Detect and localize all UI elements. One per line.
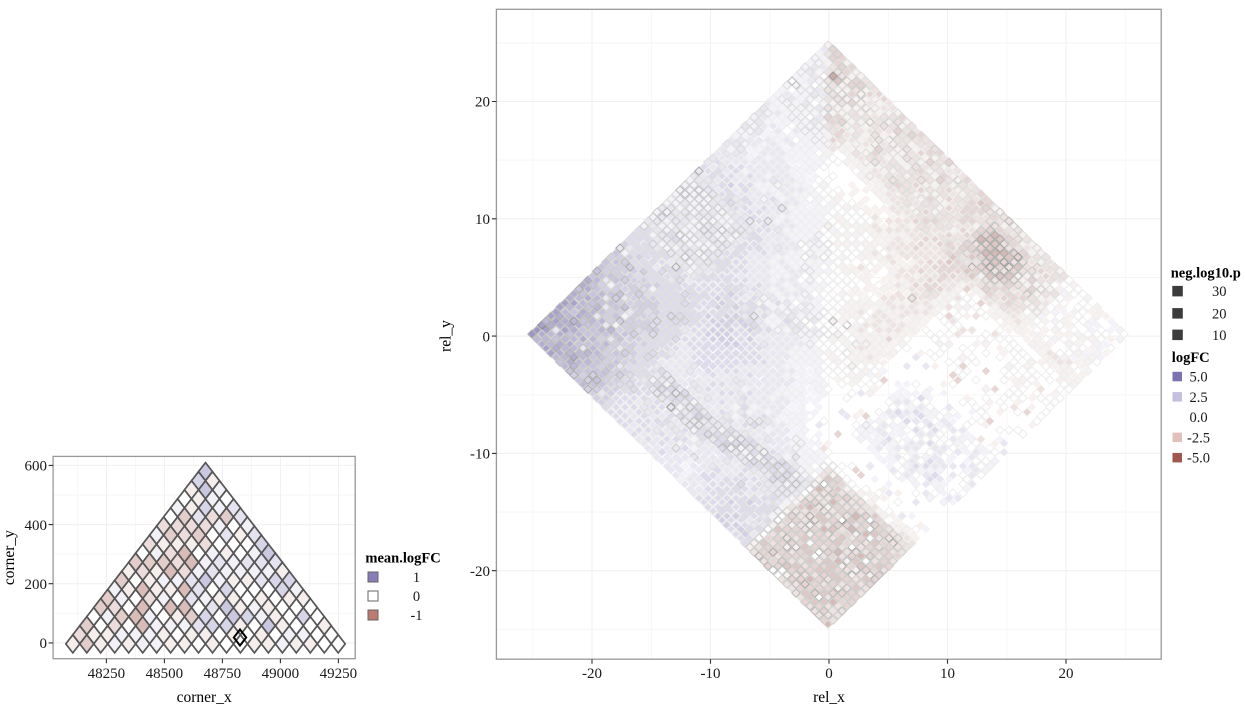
svg-text:2.5: 2.5 [1189, 390, 1207, 406]
svg-text:48750: 48750 [204, 666, 242, 682]
svg-text:0: 0 [413, 589, 420, 605]
svg-text:0.0: 0.0 [1189, 410, 1207, 426]
svg-text:-2.5: -2.5 [1187, 430, 1210, 446]
svg-text:0: 0 [825, 666, 833, 682]
svg-text:200: 200 [25, 577, 48, 593]
svg-text:-20: -20 [582, 666, 602, 682]
svg-text:10: 10 [940, 666, 955, 682]
svg-text:0: 0 [483, 329, 491, 345]
svg-text:-5.0: -5.0 [1187, 451, 1210, 467]
svg-text:49250: 49250 [320, 666, 358, 682]
svg-text:20: 20 [1059, 666, 1074, 682]
svg-text:20: 20 [1212, 306, 1227, 322]
svg-text:rel_y: rel_y [438, 320, 455, 352]
svg-text:20: 20 [475, 95, 490, 111]
svg-text:5.0: 5.0 [1189, 370, 1207, 386]
svg-text:logFC: logFC [1172, 350, 1210, 366]
svg-text:49000: 49000 [262, 666, 300, 682]
svg-text:mean.logFC: mean.logFC [365, 551, 440, 567]
svg-text:48250: 48250 [88, 666, 126, 682]
svg-text:corner_y: corner_y [1, 530, 18, 585]
svg-text:-20: -20 [470, 564, 490, 580]
svg-text:600: 600 [25, 459, 48, 475]
svg-text:neg.log10.p: neg.log10.p [1171, 265, 1241, 281]
svg-text:rel_x: rel_x [813, 689, 845, 706]
svg-text:400: 400 [25, 518, 48, 534]
svg-text:1: 1 [413, 570, 420, 586]
svg-text:48500: 48500 [146, 666, 184, 682]
svg-text:30: 30 [1212, 284, 1227, 300]
svg-text:-1: -1 [410, 608, 422, 624]
svg-text:10: 10 [1212, 328, 1227, 344]
svg-text:0: 0 [40, 636, 48, 652]
svg-text:10: 10 [475, 212, 490, 228]
svg-text:-10: -10 [701, 666, 721, 682]
svg-text:corner_x: corner_x [177, 689, 232, 706]
svg-text:-10: -10 [470, 447, 490, 463]
